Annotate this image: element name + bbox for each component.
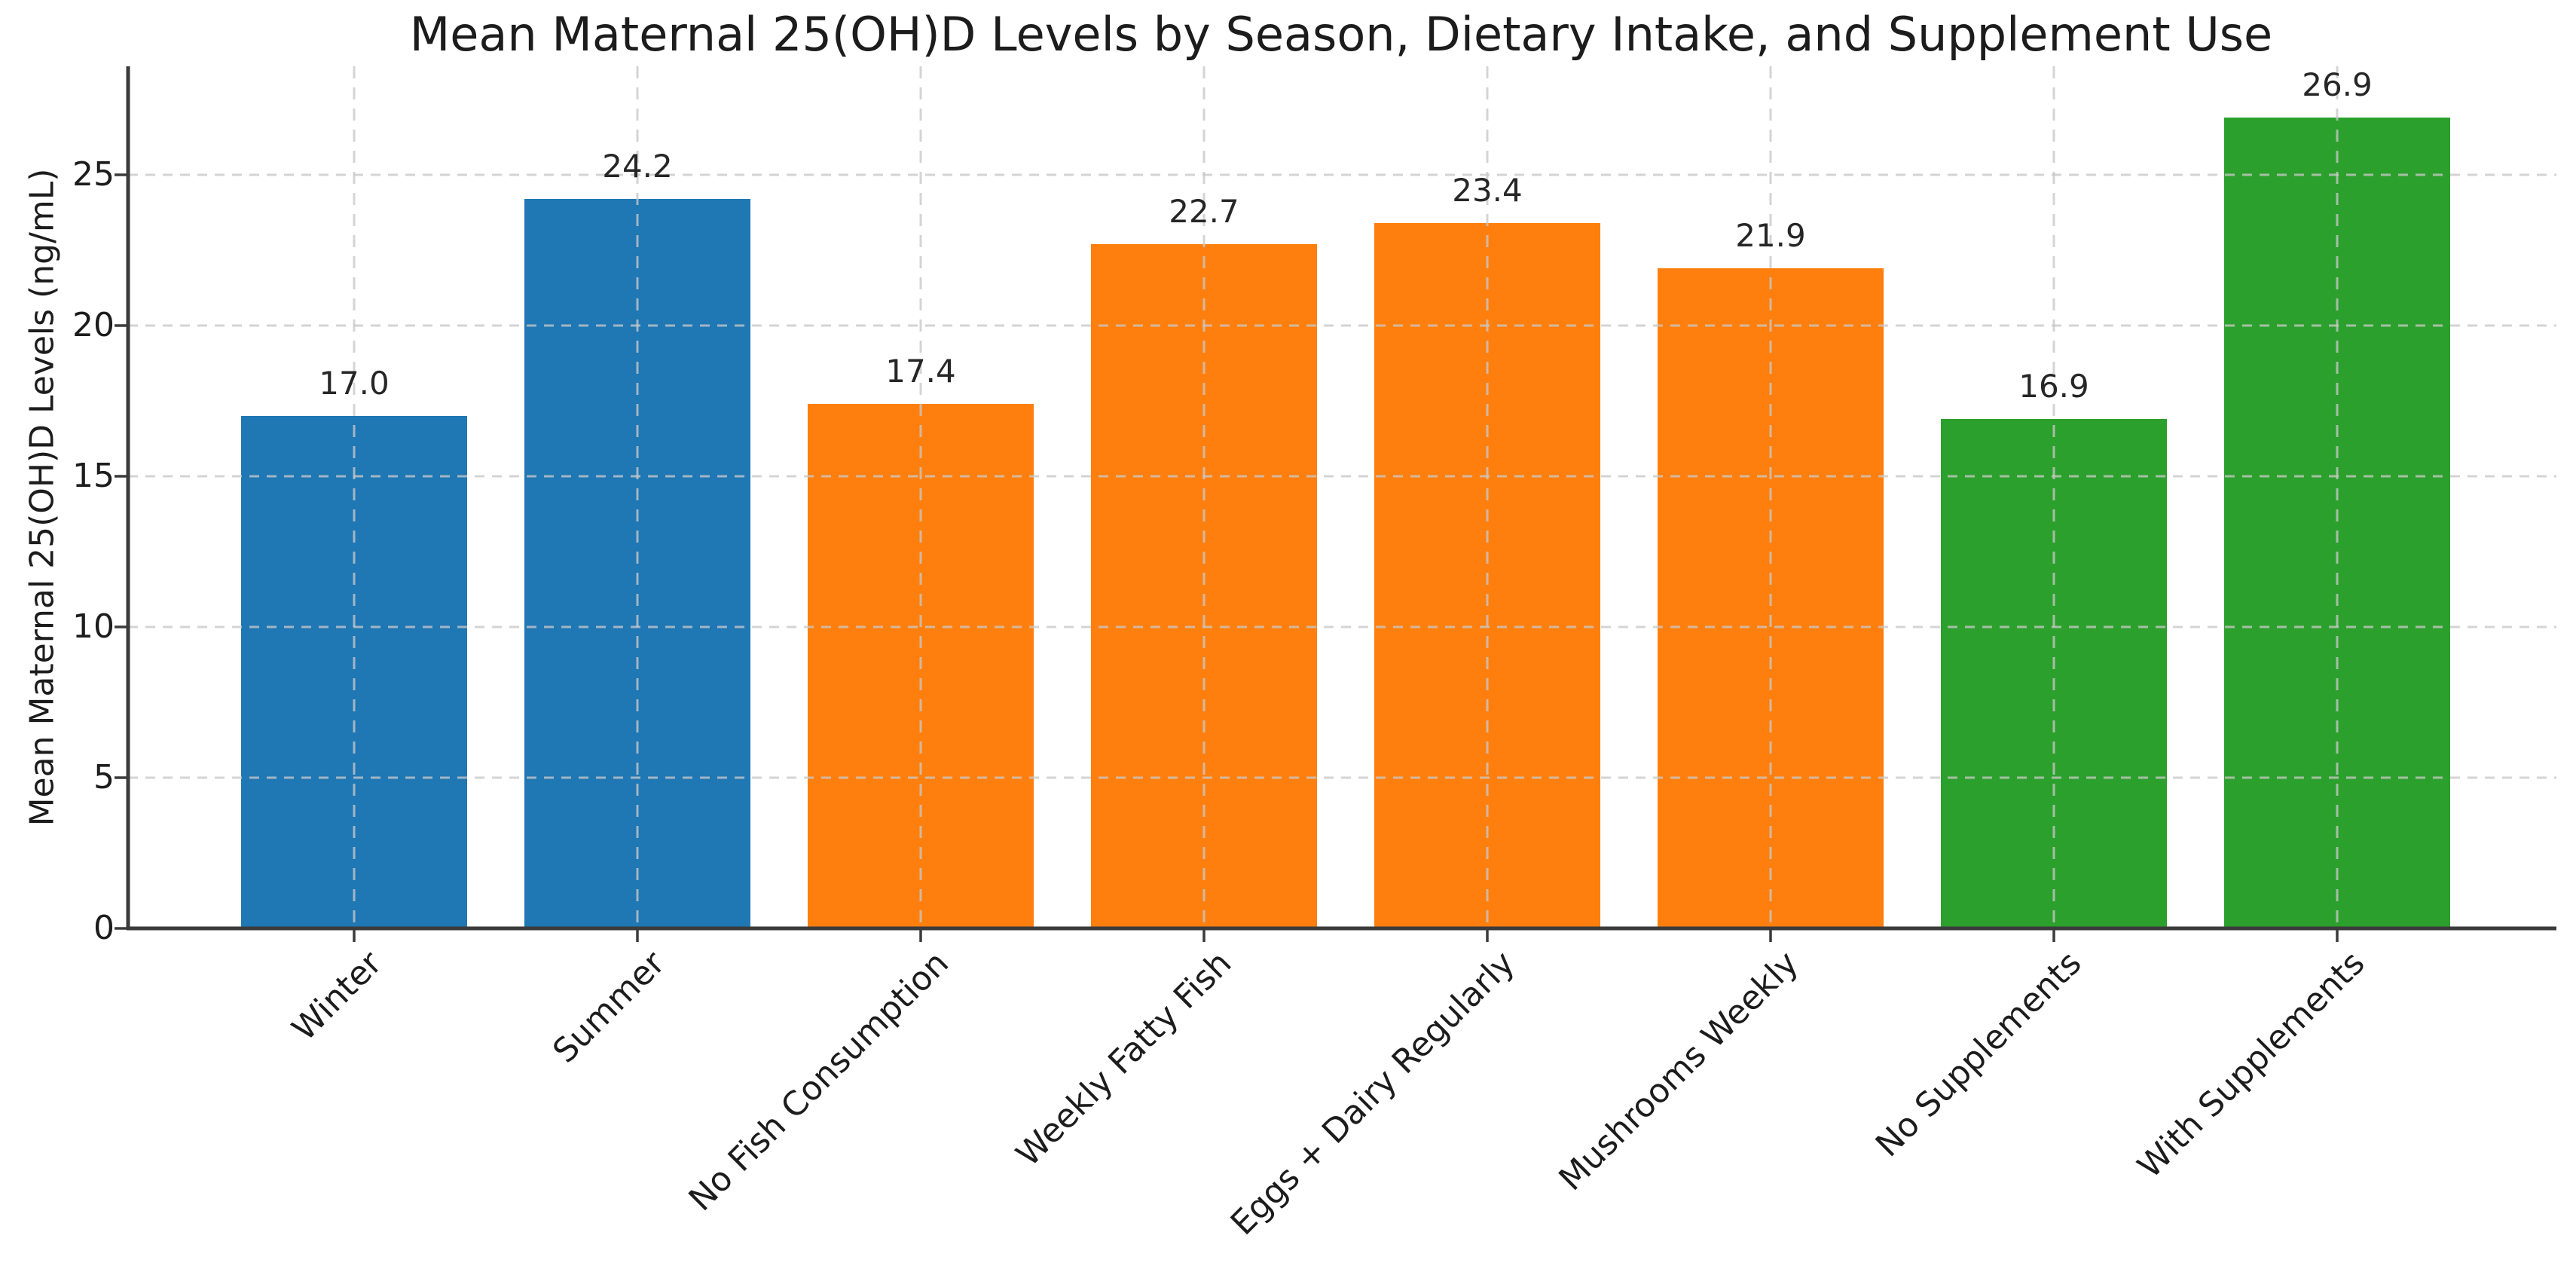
bar bbox=[241, 416, 467, 928]
bar-value-label: 23.4 bbox=[1452, 172, 1523, 209]
y-tick-label: 25 bbox=[72, 155, 115, 194]
y-tick-label: 5 bbox=[93, 758, 115, 797]
bar-value-label: 24.2 bbox=[602, 148, 673, 185]
bar bbox=[1941, 419, 2167, 928]
y-tick-label: 15 bbox=[72, 457, 115, 495]
bar-value-label: 16.9 bbox=[2018, 368, 2089, 405]
y-tick-label: 10 bbox=[72, 607, 115, 646]
y-tick-label: 0 bbox=[93, 909, 115, 947]
chart-title: Mean Maternal 25(OH)D Levels by Season, … bbox=[409, 7, 2273, 62]
bar-value-label: 17.0 bbox=[319, 365, 390, 402]
bar-value-label: 26.9 bbox=[2302, 66, 2373, 103]
bar-value-label: 17.4 bbox=[885, 353, 956, 390]
bar-value-label: 21.9 bbox=[1735, 217, 1806, 254]
y-tick-label: 20 bbox=[72, 306, 115, 344]
bar-value-label: 22.7 bbox=[1169, 193, 1239, 230]
y-axis-label: Mean Maternal 25(OH)D Levels (ng/mL) bbox=[23, 168, 62, 827]
